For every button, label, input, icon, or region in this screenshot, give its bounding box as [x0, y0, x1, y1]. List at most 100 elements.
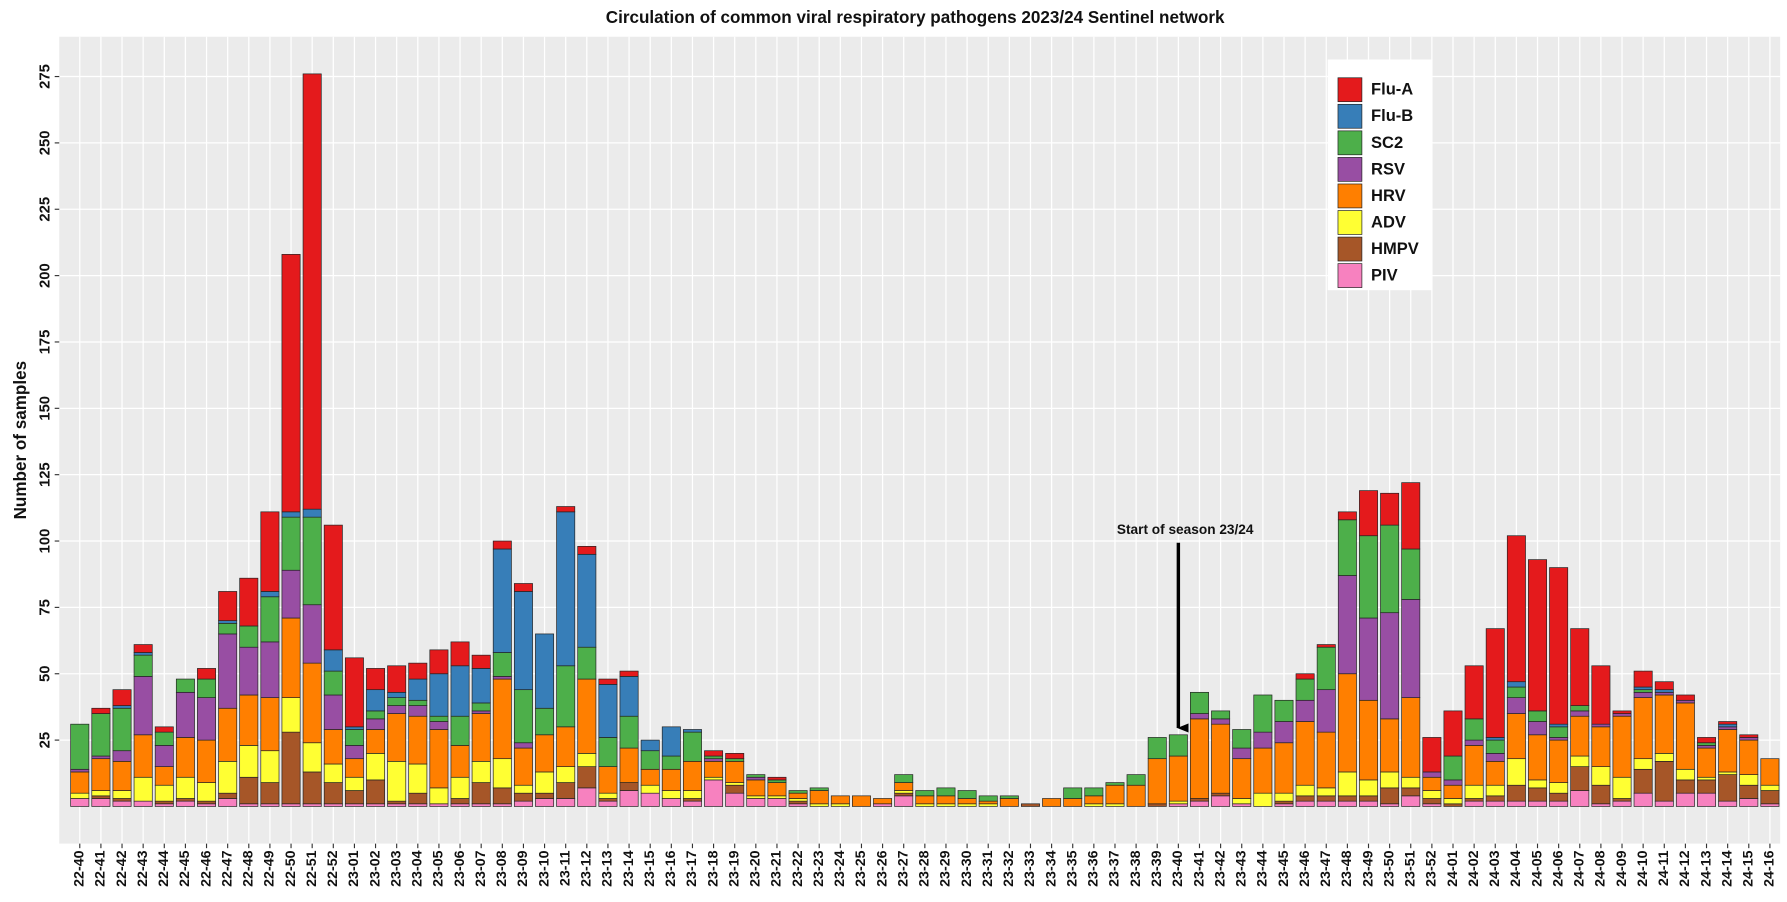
bar-segment — [1147, 803, 1167, 807]
x-tick-label: 24-06 — [1550, 850, 1566, 886]
bar-segment — [513, 742, 533, 749]
bar-segment — [154, 800, 174, 805]
bar-segment — [112, 798, 132, 802]
bar-segment — [1633, 689, 1653, 693]
x-tick-label: 24-10 — [1635, 850, 1651, 886]
bar-segment — [1485, 784, 1505, 797]
bar-segment — [1401, 795, 1421, 807]
bar-segment — [1760, 784, 1780, 791]
bar-segment — [1675, 702, 1695, 770]
bar-segment — [260, 697, 280, 752]
bar-segment — [577, 753, 597, 767]
bar-segment — [978, 795, 998, 802]
bar-segment — [1612, 715, 1632, 778]
bar-segment — [323, 649, 343, 672]
bar-segment — [1718, 723, 1738, 728]
bar-segment — [344, 657, 364, 728]
bar-segment — [1232, 798, 1252, 805]
bar-segment — [1675, 699, 1695, 704]
bar-segment — [577, 646, 597, 680]
bar-segment — [1654, 691, 1674, 696]
x-tick-label: 23-02 — [367, 850, 383, 886]
bar-segment — [70, 798, 90, 807]
legend-key — [1337, 157, 1363, 182]
bar-segment — [1485, 800, 1505, 807]
x-tick-label: 23-50 — [1381, 850, 1397, 886]
x-tick-label: 23-12 — [579, 850, 595, 886]
bar-segment — [1591, 784, 1611, 805]
y-axis-title: Number of samples — [11, 361, 30, 520]
bar-segment — [281, 617, 301, 698]
bar-segment — [767, 795, 787, 799]
bar-segment — [133, 652, 153, 656]
bar-segment — [302, 508, 322, 518]
bar-segment — [492, 758, 512, 789]
bar-segment — [1612, 798, 1632, 802]
bar-segment — [302, 73, 322, 510]
bar-segment — [767, 782, 787, 797]
bar-segment — [936, 787, 956, 797]
bar-segment — [1612, 800, 1632, 807]
bar-segment — [1549, 782, 1569, 794]
bar-segment — [1464, 800, 1484, 807]
x-tick-label: 23-05 — [431, 850, 447, 886]
y-tick-label: 200 — [37, 263, 53, 288]
bar-segment — [323, 729, 343, 765]
bar-segment — [1697, 747, 1716, 778]
bar-segment — [1718, 774, 1738, 802]
bar-segment — [746, 774, 766, 778]
bar-segment — [1549, 726, 1569, 738]
bar-segment — [492, 787, 512, 805]
bar-segment — [302, 742, 322, 773]
bar-segment — [1380, 803, 1400, 807]
bar-segment — [197, 739, 216, 783]
bar-segment — [492, 652, 512, 677]
bar-segment — [260, 782, 280, 805]
x-tick-label: 23-23 — [811, 850, 827, 886]
bar-segment — [302, 662, 322, 744]
legend-label: PIV — [1371, 266, 1398, 285]
bar-segment — [725, 753, 745, 760]
bar-segment — [1464, 665, 1484, 720]
bar-segment — [1190, 718, 1209, 799]
x-tick-label: 22-40 — [72, 850, 88, 886]
bar-segment — [366, 729, 386, 754]
bar-segment — [619, 790, 639, 807]
bar-segment — [450, 715, 470, 746]
bar-segment — [1359, 699, 1378, 781]
bar-segment — [1295, 699, 1315, 722]
x-tick-label: 23-34 — [1043, 850, 1059, 886]
bar-segment — [1654, 681, 1674, 691]
bar-segment — [1422, 803, 1442, 807]
bar-segment — [1337, 800, 1357, 807]
bar-segment — [344, 758, 364, 778]
bar-segment — [1570, 710, 1590, 717]
bar-segment — [1211, 795, 1231, 807]
bar-segment — [387, 665, 407, 693]
bar-segment — [344, 729, 364, 746]
x-tick-label: 24-09 — [1614, 850, 1630, 886]
bar-segment — [1316, 787, 1336, 797]
bar-segment — [175, 776, 195, 799]
x-tick-label: 24-04 — [1508, 850, 1524, 886]
bar-segment — [1359, 795, 1378, 802]
bar-segment — [1274, 803, 1294, 807]
legend-label: HRV — [1371, 186, 1406, 205]
bar-segment — [894, 774, 914, 783]
bar-segment — [175, 678, 195, 693]
bar-segment — [112, 750, 132, 762]
bar-segment — [112, 689, 132, 706]
x-tick-label: 24-16 — [1762, 850, 1778, 886]
bar-segment — [429, 715, 449, 722]
bar-segment — [1718, 729, 1738, 773]
bar-segment — [260, 750, 280, 783]
bar-segment — [661, 726, 681, 757]
x-tick-label: 23-04 — [410, 850, 426, 886]
bar-segment — [1443, 803, 1463, 807]
bar-segment — [1316, 731, 1336, 789]
bar-segment — [218, 622, 238, 635]
bar-segment — [640, 792, 660, 807]
bar-segment — [1570, 790, 1590, 807]
bar-segment — [344, 803, 364, 807]
y-tick-label: 150 — [37, 396, 53, 421]
